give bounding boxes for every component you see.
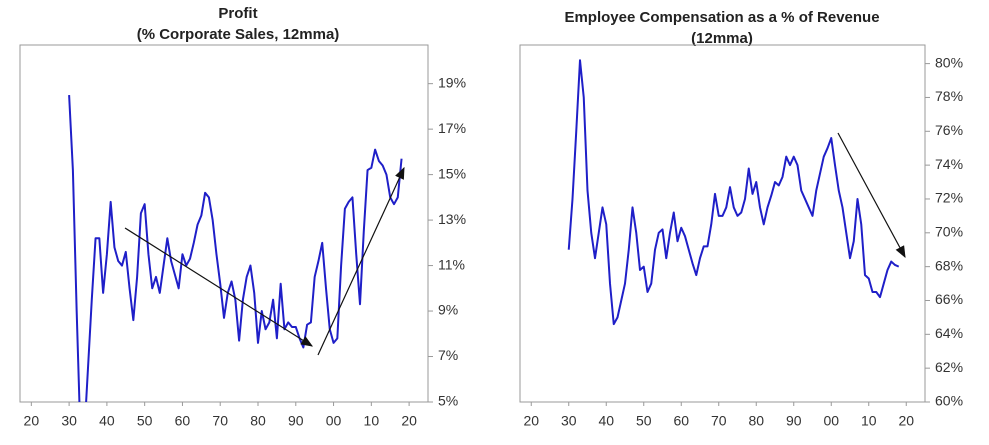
x-tick-label: 30 bbox=[561, 413, 577, 429]
y-tick-label: 19% bbox=[438, 74, 466, 90]
x-tick-label: 90 bbox=[288, 413, 304, 429]
x-tick-label: 00 bbox=[823, 413, 839, 429]
plot-frame bbox=[519, 44, 926, 403]
y-tick-label: 15% bbox=[438, 165, 466, 181]
trend-arrow bbox=[317, 166, 405, 356]
trend-arrow bbox=[837, 132, 906, 259]
y-tick-label: 68% bbox=[935, 257, 963, 273]
chart-subtitle: (12mma) bbox=[691, 30, 753, 47]
x-tick-label: 10 bbox=[364, 413, 380, 429]
chart-title: Profit bbox=[218, 5, 257, 22]
chart-subtitle: (% Corporate Sales, 12mma) bbox=[137, 26, 340, 43]
x-tick-label: 30 bbox=[61, 413, 77, 429]
x-tick-label: 20 bbox=[24, 413, 40, 429]
y-tick-label: 72% bbox=[935, 190, 963, 206]
x-tick-label: 20 bbox=[401, 413, 417, 429]
x-tick-label: 90 bbox=[786, 413, 802, 429]
y-tick-label: 66% bbox=[935, 291, 963, 307]
y-tick-label: 7% bbox=[438, 347, 458, 363]
x-tick-label: 80 bbox=[250, 413, 266, 429]
y-tick-label: 62% bbox=[935, 359, 963, 375]
y-tick-label: 13% bbox=[438, 211, 466, 227]
y-tick-label: 9% bbox=[438, 302, 458, 318]
x-tick-label: 70 bbox=[212, 413, 228, 429]
plot-frame bbox=[19, 44, 429, 403]
y-tick-label: 64% bbox=[935, 325, 963, 341]
x-tick-label: 20 bbox=[523, 413, 539, 429]
plots: 5% 7% 9% 11% 13% 15% 17% 19% 20 30 40 50 60 70 80 90 00 1… bbox=[19, 44, 963, 429]
trend-arrow bbox=[124, 227, 314, 347]
x-tick-label: 50 bbox=[636, 413, 652, 429]
y-tick-label: 5% bbox=[438, 393, 458, 409]
x-tick-label: 70 bbox=[711, 413, 727, 429]
y-tick-label: 60% bbox=[935, 393, 963, 409]
x-tick-label: 40 bbox=[598, 413, 614, 429]
x-tick-label: 10 bbox=[861, 413, 877, 429]
chart-title: Employee Compensation as a % of Revenue bbox=[564, 9, 879, 26]
data-line bbox=[68, 94, 403, 402]
x-tick-label: 00 bbox=[326, 413, 342, 429]
x-tick-label: 60 bbox=[673, 413, 689, 429]
x-tick-label: 60 bbox=[175, 413, 191, 429]
data-line bbox=[567, 59, 900, 326]
x-tick-label: 80 bbox=[748, 413, 764, 429]
y-tick-label: 76% bbox=[935, 122, 963, 138]
y-tick-label: 11% bbox=[438, 256, 465, 272]
y-tick-label: 17% bbox=[438, 120, 466, 136]
y-tick-label: 80% bbox=[935, 54, 963, 70]
y-tick-label: 74% bbox=[935, 156, 963, 172]
y-tick-label: 78% bbox=[935, 88, 963, 104]
x-tick-label: 40 bbox=[99, 413, 115, 429]
x-tick-label: 20 bbox=[898, 413, 914, 429]
x-tick-label: 50 bbox=[137, 413, 153, 429]
y-tick-label: 70% bbox=[935, 224, 963, 240]
